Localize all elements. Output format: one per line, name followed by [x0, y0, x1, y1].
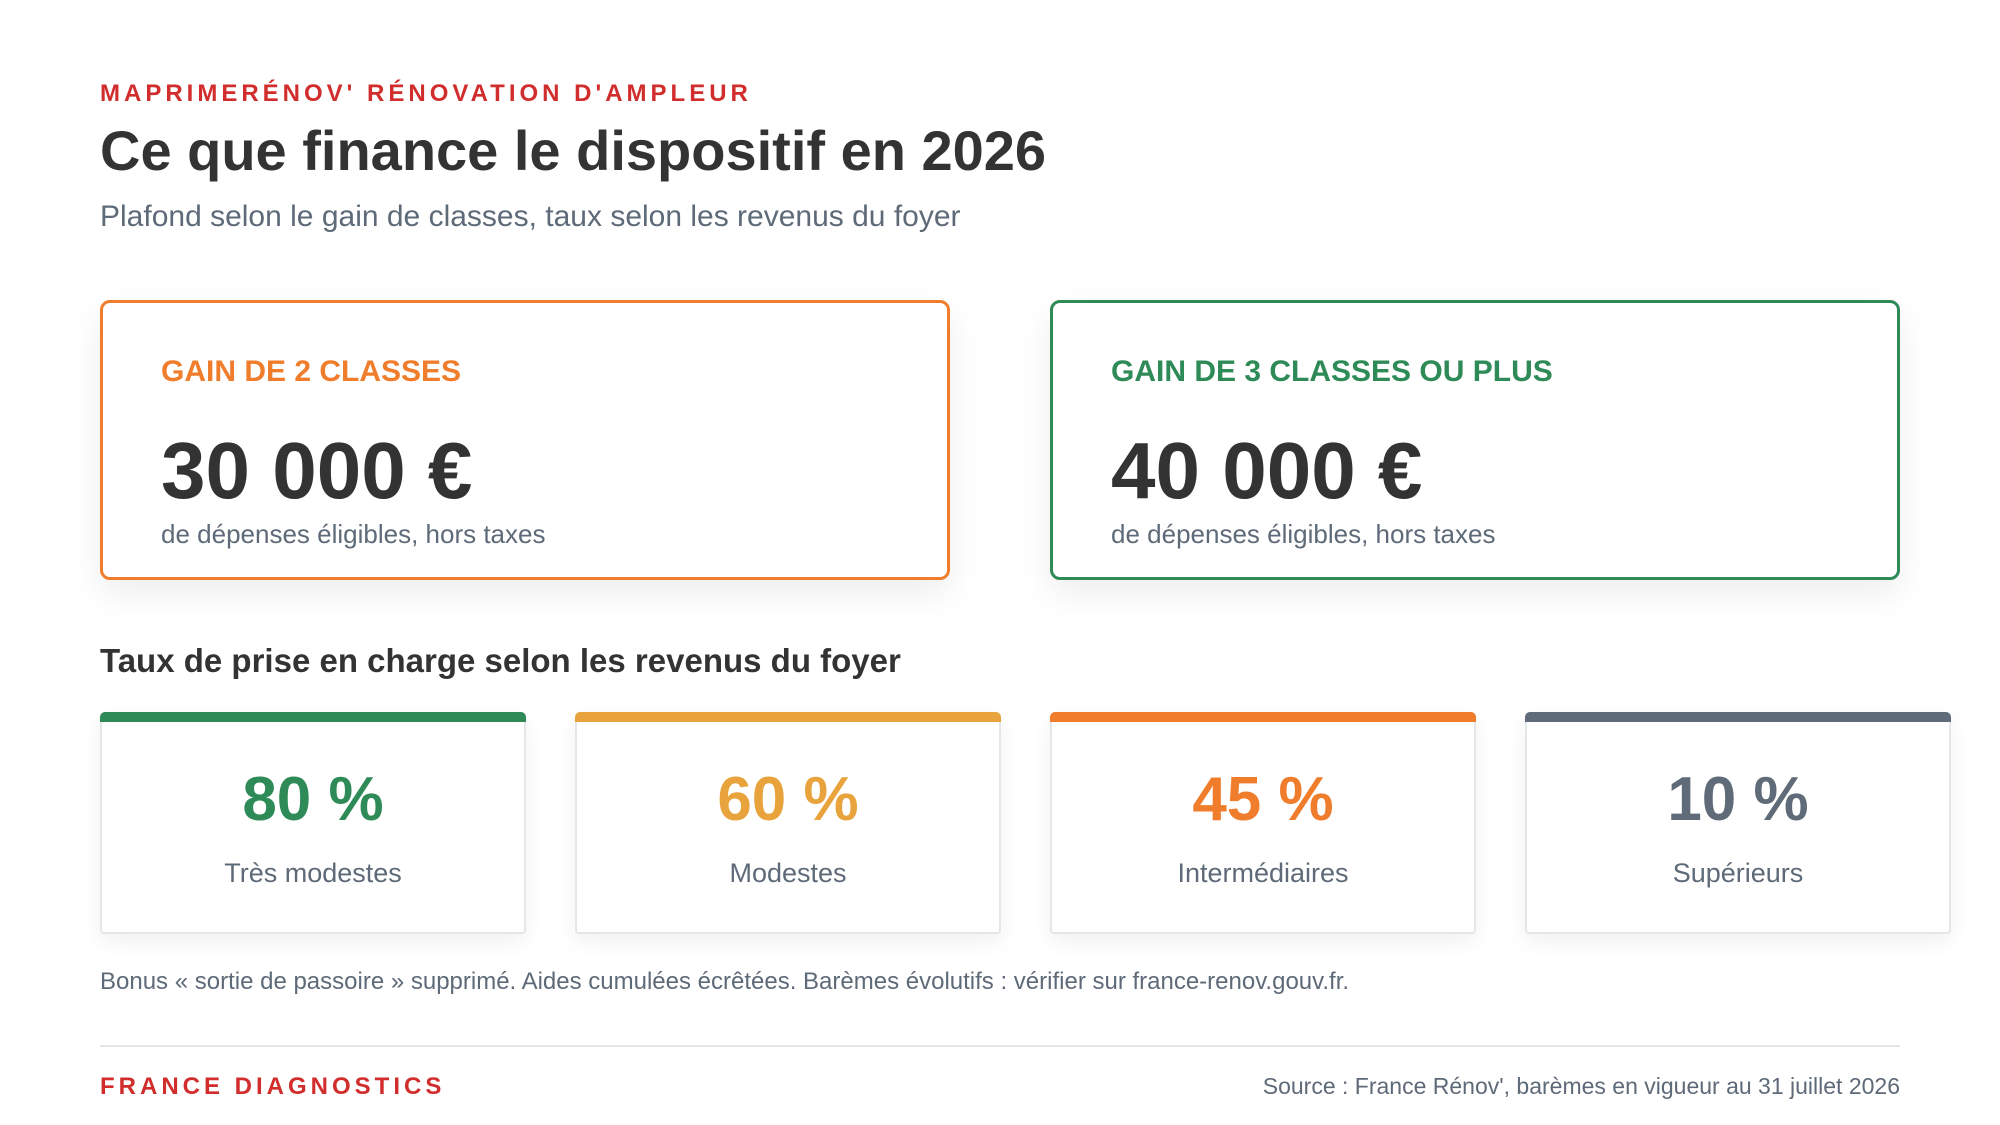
footnote: Bonus « sortie de passoire » supprimé. A… [100, 968, 1350, 995]
eyebrow-label: MAPRIMERÉNOV' RÉNOVATION D'AMPLEUR [100, 80, 752, 107]
rate-card-accent-bar [100, 712, 526, 722]
rate-label: Supérieurs [1672, 858, 1804, 888]
rate-value: 10 % [1667, 765, 1809, 834]
rate-label: Très modestes [224, 858, 402, 888]
ceiling-card-2-classes: GAIN DE 2 CLASSES 30 000 € de dépenses é… [100, 300, 950, 580]
rate-card-accent-bar [1050, 712, 1476, 722]
rates-section-title: Taux de prise en charge selon les revenu… [100, 642, 901, 679]
page-subtitle: Plafond selon le gain de classes, taux s… [100, 200, 961, 233]
ceiling-card-label: GAIN DE 3 CLASSES OU PLUS [1111, 355, 1553, 388]
rate-card-tres-modestes: 80 % Très modestes [100, 712, 526, 934]
ceiling-card-amount: 40 000 € [1111, 426, 1423, 515]
rate-label: Modestes [729, 858, 847, 888]
source-note: Source : France Rénov', barèmes en vigue… [1262, 1073, 1900, 1099]
rate-value: 45 % [1192, 765, 1334, 834]
ceiling-card-3-classes: GAIN DE 3 CLASSES OU PLUS 40 000 € de dé… [1050, 300, 1900, 580]
ceiling-card-note: de dépenses éligibles, hors taxes [1111, 519, 1496, 549]
rate-card-superieurs: 10 % Supérieurs [1525, 712, 1951, 934]
rate-card-modestes: 60 % Modestes [575, 712, 1001, 934]
rate-card-intermediaires: 45 % Intermédiaires [1050, 712, 1476, 934]
ceiling-card-amount: 30 000 € [161, 426, 473, 515]
rate-value: 80 % [242, 765, 384, 834]
rate-label: Intermédiaires [1177, 858, 1349, 888]
ceiling-card-note: de dépenses éligibles, hors taxes [161, 519, 546, 549]
rate-card-accent-bar [575, 712, 1001, 722]
footer-divider [100, 1045, 1900, 1047]
rate-value: 60 % [717, 765, 859, 834]
brand-name: FRANCE DIAGNOSTICS [100, 1073, 446, 1100]
ceiling-card-label: GAIN DE 2 CLASSES [161, 355, 462, 388]
rate-card-accent-bar [1525, 712, 1951, 722]
page-title: Ce que finance le dispositif en 2026 [100, 119, 1047, 182]
